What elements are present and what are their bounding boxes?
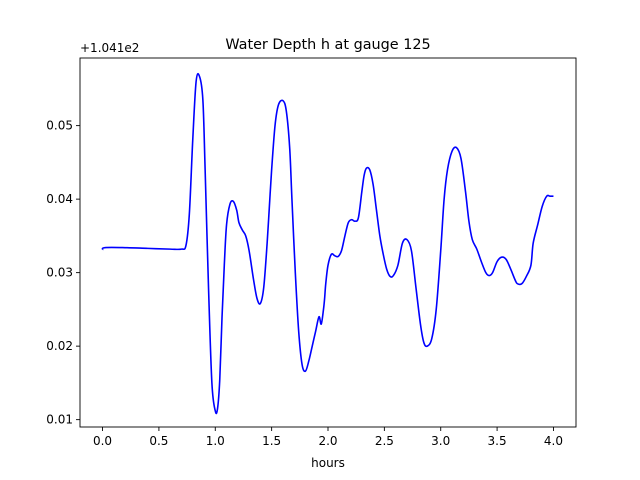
y-tick-label: 0.03 [46, 266, 73, 280]
y-axis-offset-label: +1.041e2 [80, 41, 139, 55]
data-line-series-1 [101, 73, 554, 415]
y-tick-label: 0.01 [46, 413, 73, 427]
x-tick-label: 3.5 [488, 434, 507, 448]
x-tick-label: 1.0 [206, 434, 225, 448]
y-tick-label: 0.05 [46, 119, 73, 133]
x-tick-label: 2.5 [375, 434, 394, 448]
x-tick-label: 3.0 [431, 434, 450, 448]
x-axis-label: hours [311, 456, 345, 470]
chart-title: Water Depth h at gauge 125 [225, 37, 430, 53]
y-tick-label: 0.04 [46, 192, 73, 206]
y-tick-label: 0.02 [46, 339, 73, 353]
x-tick-label: 4.0 [544, 434, 563, 448]
plot-area: 0.0 0.5 1.0 1.5 2.0 2.5 3.0 3.5 4.0 0.01 0.02 0.03 0… [46, 57, 577, 448]
x-tick-label: 2.0 [318, 434, 337, 448]
x-tick-label: 0.5 [149, 434, 168, 448]
x-tick-label: 0.0 [93, 434, 112, 448]
x-tick-label: 1.5 [262, 434, 281, 448]
